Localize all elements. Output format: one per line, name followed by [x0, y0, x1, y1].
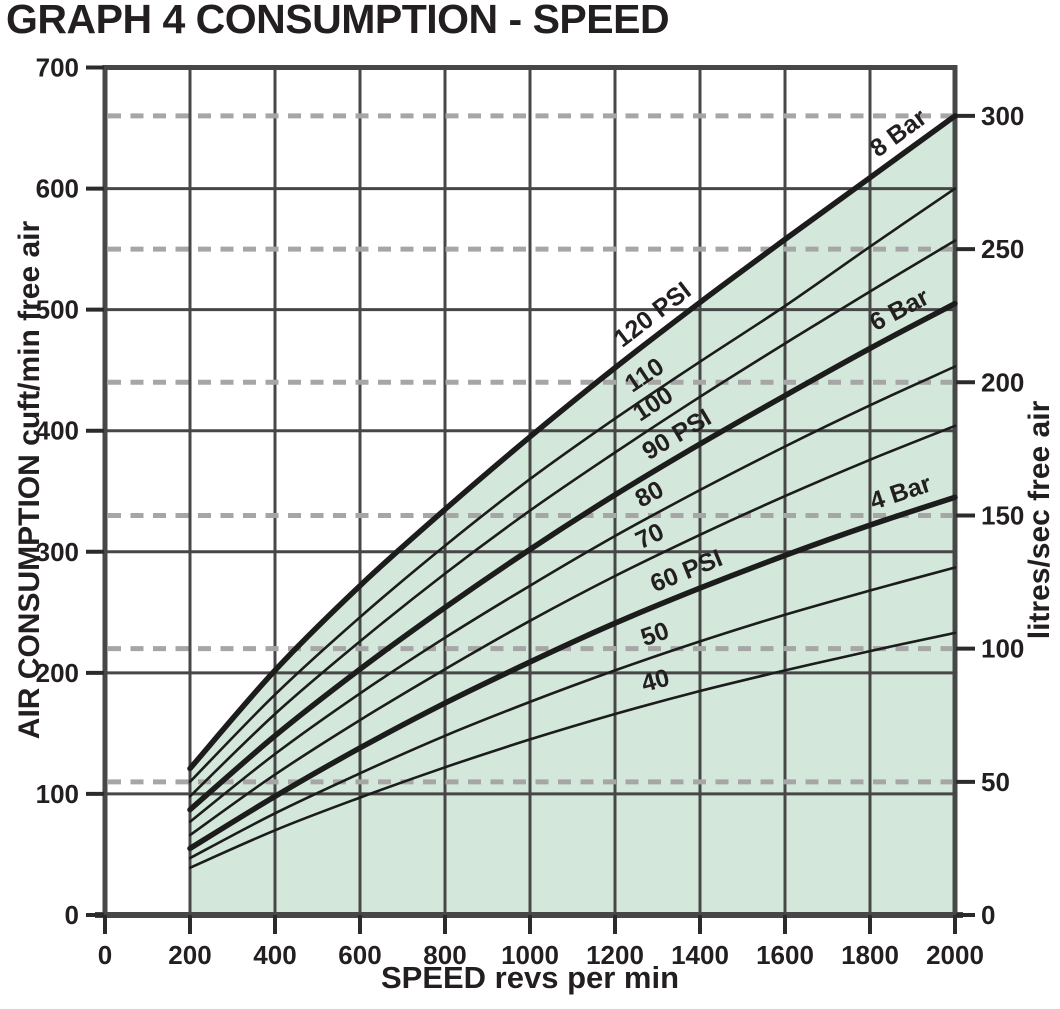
y-left-tick-label: 100	[36, 779, 79, 809]
y-right-tick-label: 150	[981, 500, 1024, 530]
axis-ticks	[86, 65, 975, 934]
x-tick-label: 200	[168, 940, 211, 970]
x-tick-label: 1600	[756, 940, 814, 970]
curve-70-psi	[188, 424, 957, 837]
curve-40-psi	[188, 631, 957, 870]
x-tick-label: 1400	[671, 940, 729, 970]
y-left-tick-label: 200	[36, 658, 79, 688]
y-right-tick-label: 100	[981, 634, 1024, 664]
y-left-tick-label: 600	[36, 174, 79, 204]
curve-90-psi	[187, 300, 958, 813]
x-tick-label: 1000	[501, 940, 559, 970]
y-left-tick-label: 400	[36, 416, 79, 446]
x-tick-label: 0	[98, 940, 112, 970]
x-axis-title: SPEED revs per min	[380, 960, 680, 995]
y-right-tick-label: 300	[981, 101, 1024, 131]
curve-50-psi	[188, 566, 957, 860]
y-right-tick-label: 0	[981, 900, 995, 930]
y-left-tick-label: 500	[36, 295, 79, 325]
x-tick-label: 800	[423, 940, 466, 970]
curve-80-psi	[188, 365, 957, 824]
x-tick-label: 400	[253, 940, 296, 970]
x-tick-label: 1200	[586, 940, 644, 970]
y-left-tick-label: 300	[36, 537, 79, 567]
shaded-operating-region	[190, 115, 955, 915]
y-left-tick-label: 700	[36, 53, 79, 83]
x-tick-label: 2000	[926, 940, 984, 970]
curve-120-psi	[187, 113, 958, 772]
curve-110-psi	[188, 187, 957, 784]
y-right-tick-label: 50	[981, 767, 1010, 797]
x-tick-label: 600	[338, 940, 381, 970]
y-right-tick-label: 200	[981, 367, 1024, 397]
y-left-tick-label: 0	[65, 900, 79, 930]
pressure-curves	[187, 113, 958, 870]
curve-100-psi	[188, 239, 957, 798]
x-tick-label: 1800	[841, 940, 899, 970]
page-title: GRAPH 4 CONSUMPTION - SPEED	[6, 0, 670, 42]
y-right-tick-label: 250	[981, 234, 1024, 264]
curve-60-psi	[187, 494, 958, 852]
